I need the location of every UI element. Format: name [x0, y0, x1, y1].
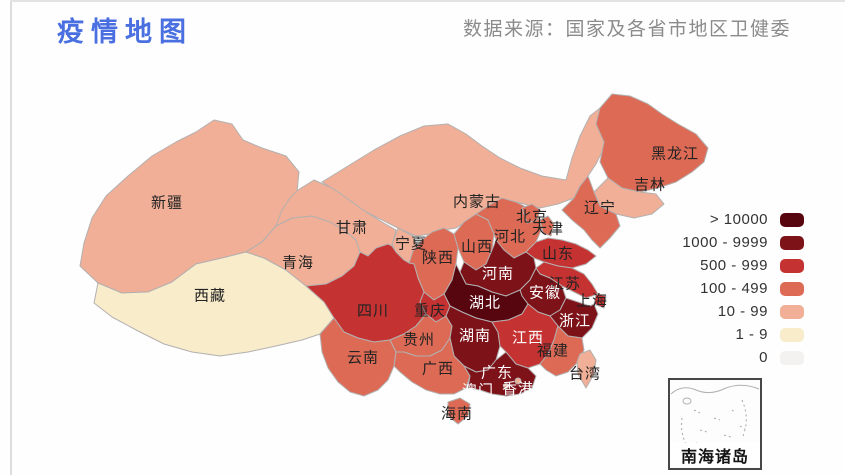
legend-label: > 10000 [709, 211, 768, 228]
data-source-text: 数据来源：国家及各省市地区卫健委 [462, 19, 791, 40]
province-label-chongqing: 重庆 [413, 302, 447, 320]
province-label-ningxia: 宁夏 [394, 235, 428, 253]
province-label-hunan: 湖南 [458, 327, 492, 345]
legend-swatch [780, 235, 804, 250]
province-fujian[interactable] [539, 325, 585, 377]
province-label-liaoning: 辽宁 [583, 199, 617, 217]
legend-swatch [780, 281, 804, 296]
province-heilongjiang[interactable] [595, 93, 709, 193]
legend-swatch [780, 212, 804, 227]
inset-label: 南海诸岛 [670, 443, 760, 467]
province-label-beijing: 北京 [515, 208, 549, 226]
province-label-hubei: 湖北 [468, 294, 502, 312]
legend-label: 1000 - 9999 [682, 234, 768, 251]
province-label-xianggang: 香港 [501, 380, 535, 398]
province-label-shanghai: 上海 [575, 292, 609, 310]
province-guangdong[interactable] [463, 351, 537, 397]
province-label-henan: 河南 [481, 265, 515, 283]
province-label-shaanxi: 陕西 [421, 249, 455, 267]
province-label-fujian: 福建 [536, 342, 570, 360]
legend-label: 0 [759, 349, 768, 366]
legend-swatch [780, 350, 804, 365]
south-china-sea-inset: 南海诸岛 [668, 378, 762, 470]
legend-swatch [780, 258, 804, 273]
legend-row-10-99: 10 - 99 [648, 300, 804, 323]
province-label-jiangxi: 江西 [511, 329, 545, 347]
province-label-shandong: 山东 [541, 245, 575, 263]
province-label-taiwan: 台湾 [568, 365, 602, 383]
legend-swatch [780, 304, 804, 319]
province-xianggang[interactable] [514, 377, 522, 385]
inset-map-sketch [670, 384, 760, 447]
province-liaoning[interactable] [561, 175, 621, 249]
province-label-guangxi: 广西 [421, 360, 455, 378]
province-label-neimenggu: 内蒙古 [452, 193, 502, 211]
province-label-yunnan: 云南 [346, 349, 380, 367]
page-title: 疫情地图 [57, 17, 193, 47]
legend-row-1-9: 1 - 9 [648, 323, 804, 346]
province-label-xinjiang: 新疆 [150, 194, 184, 212]
province-label-shanxi: 山西 [460, 238, 494, 256]
legend-label: 10 - 99 [717, 303, 768, 320]
legend-row-100-499: 100 - 499 [648, 277, 804, 300]
province-tianjin[interactable] [539, 215, 555, 237]
province-label-hainan: 海南 [440, 405, 474, 423]
legend-row-1000-9999: 1000 - 9999 [648, 231, 804, 254]
province-label-hebei: 河北 [493, 228, 527, 246]
province-label-heilongjiang: 黑龙江 [650, 145, 700, 163]
province-label-jilin: 吉林 [633, 176, 667, 194]
legend-row-0: 0 [648, 346, 804, 369]
province-label-gansu: 甘肃 [335, 219, 369, 237]
province-label-qinghai: 青海 [281, 254, 315, 272]
window-left-edge [10, 0, 12, 475]
legend-label: 1 - 9 [735, 326, 768, 343]
province-label-xizang: 西藏 [193, 287, 227, 305]
window-top-edge [10, 0, 845, 2]
legend-row-gt10000: > 10000 [648, 208, 804, 231]
legend-label: 500 - 999 [700, 257, 768, 274]
province-taiwan[interactable] [576, 349, 597, 389]
map-legend: > 10000 1000 - 9999 500 - 999 100 - 499 … [648, 208, 804, 369]
province-label-zhejiang: 浙江 [558, 312, 592, 330]
province-aomen[interactable] [503, 383, 509, 389]
province-hainan[interactable] [447, 397, 471, 425]
province-label-guangdong: 广东 [480, 364, 514, 382]
province-label-aomen: 澳门 [461, 382, 495, 400]
province-label-sichuan: 四川 [356, 302, 390, 320]
legend-row-500-999: 500 - 999 [648, 254, 804, 277]
province-label-jiangsu: 江苏 [548, 275, 582, 293]
province-label-tianjin: 天津 [531, 220, 565, 238]
province-label-guizhou: 贵州 [402, 331, 436, 349]
province-shanghai[interactable] [593, 293, 607, 309]
province-label-anhui: 安徽 [528, 284, 562, 302]
province-beijing[interactable] [521, 203, 541, 224]
legend-swatch [780, 327, 804, 342]
legend-label: 100 - 499 [700, 280, 768, 297]
province-yunnan[interactable] [319, 317, 397, 397]
